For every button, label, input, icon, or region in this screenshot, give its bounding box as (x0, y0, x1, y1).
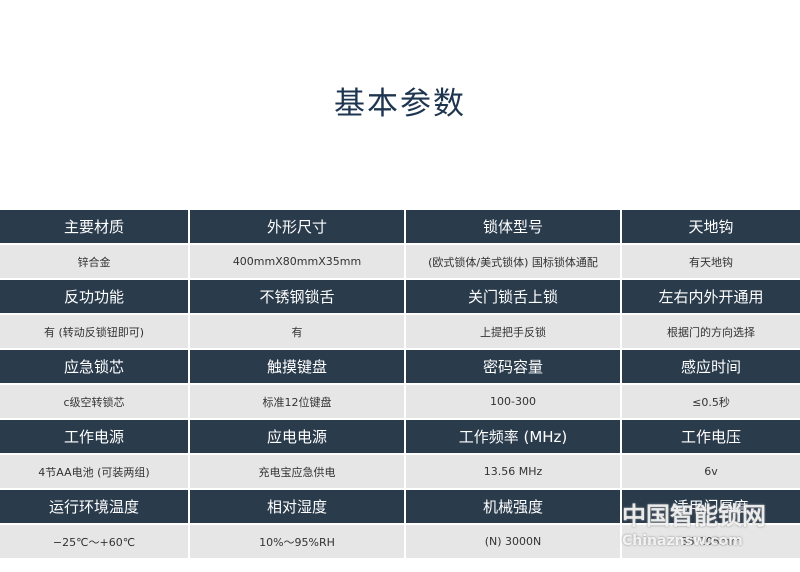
header-cell: 密码容量 (406, 350, 620, 383)
header-cell: 不锈钢锁舌 (190, 280, 404, 313)
header-cell: 工作电源 (0, 420, 188, 453)
header-cell: 机械强度 (406, 490, 620, 523)
header-cell: 应电电源 (190, 420, 404, 453)
header-cell: 反功功能 (0, 280, 188, 313)
value-cell: 35-105mm (622, 525, 800, 558)
header-cell: 外形尺寸 (190, 210, 404, 243)
header-cell: 运行环境温度 (0, 490, 188, 523)
value-cell: 100-300 (406, 385, 620, 418)
value-cell: 充电宝应急供电 (190, 455, 404, 488)
value-cell: 400mmX80mmX35mm (190, 245, 404, 278)
header-cell: 应急锁芯 (0, 350, 188, 383)
value-cell: c级空转锁芯 (0, 385, 188, 418)
header-cell: 左右内外开通用 (622, 280, 800, 313)
value-cell: 4节AA电池 (可装两组) (0, 455, 188, 488)
value-cell: 10%～95%RH (190, 525, 404, 558)
header-cell: 触摸键盘 (190, 350, 404, 383)
value-cell: 锌合金 (0, 245, 188, 278)
page-title: 基本参数 (334, 86, 466, 122)
header-cell: 锁体型号 (406, 210, 620, 243)
header-cell: 适用门厚度 (622, 490, 800, 523)
watermark-url: Chinaznsw.com (622, 533, 743, 549)
header-cell: 天地钩 (622, 210, 800, 243)
value-cell: 有 (转动反锁钮即可) (0, 315, 188, 348)
watermark-text: 中国智能锁网 (622, 502, 766, 530)
value-cell: ≤0.5秒 (622, 385, 800, 418)
value-cell: (欧式锁体/美式锁体) 国标锁体通配 (406, 245, 620, 278)
header-cell: 关门锁舌上锁 (406, 280, 620, 313)
header-cell: 工作电压 (622, 420, 800, 453)
watermark: 中国智能锁网 Chinaznsw.com (622, 496, 766, 549)
value-cell: 13.56 MHz (406, 455, 620, 488)
value-cell: −25℃～+60℃ (0, 525, 188, 558)
header-cell: 感应时间 (622, 350, 800, 383)
value-cell: 有天地钩 (622, 245, 800, 278)
value-cell: 有 (190, 315, 404, 348)
value-cell: 标准12位键盘 (190, 385, 404, 418)
value-cell: (N) 3000N (406, 525, 620, 558)
header-cell: 工作频率 (MHz) (406, 420, 620, 453)
value-cell: 6v (622, 455, 800, 488)
value-cell: 上提把手反锁 (406, 315, 620, 348)
header-cell: 主要材质 (0, 210, 188, 243)
header-cell: 相对湿度 (190, 490, 404, 523)
value-cell: 根据门的方向选择 (622, 315, 800, 348)
